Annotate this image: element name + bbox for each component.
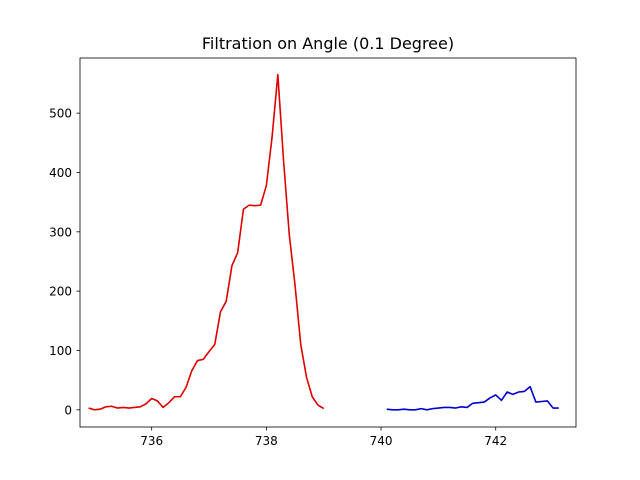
y-tick-label: 300 [49,225,72,239]
x-tick-label: 736 [140,434,163,448]
y-tick-label: 500 [49,107,72,121]
y-axis: 0 100 200 300 400 500 [49,107,80,417]
x-tick-label: 740 [370,434,393,448]
series-line-2 [386,385,559,411]
y-tick-label: 0 [64,403,72,417]
x-tick-label: 738 [255,434,278,448]
y-tick-label: 400 [49,166,72,180]
x-axis: 736 738 740 742 [140,427,507,448]
axes-frame [79,57,577,428]
series-line-1 [88,73,325,411]
plot-area [88,73,559,411]
y-tick-label: 200 [49,285,72,299]
chart-title: Filtration on Angle (0.1 Degree) [202,34,454,53]
x-tick-label: 742 [484,434,507,448]
y-tick-label: 100 [49,344,72,358]
